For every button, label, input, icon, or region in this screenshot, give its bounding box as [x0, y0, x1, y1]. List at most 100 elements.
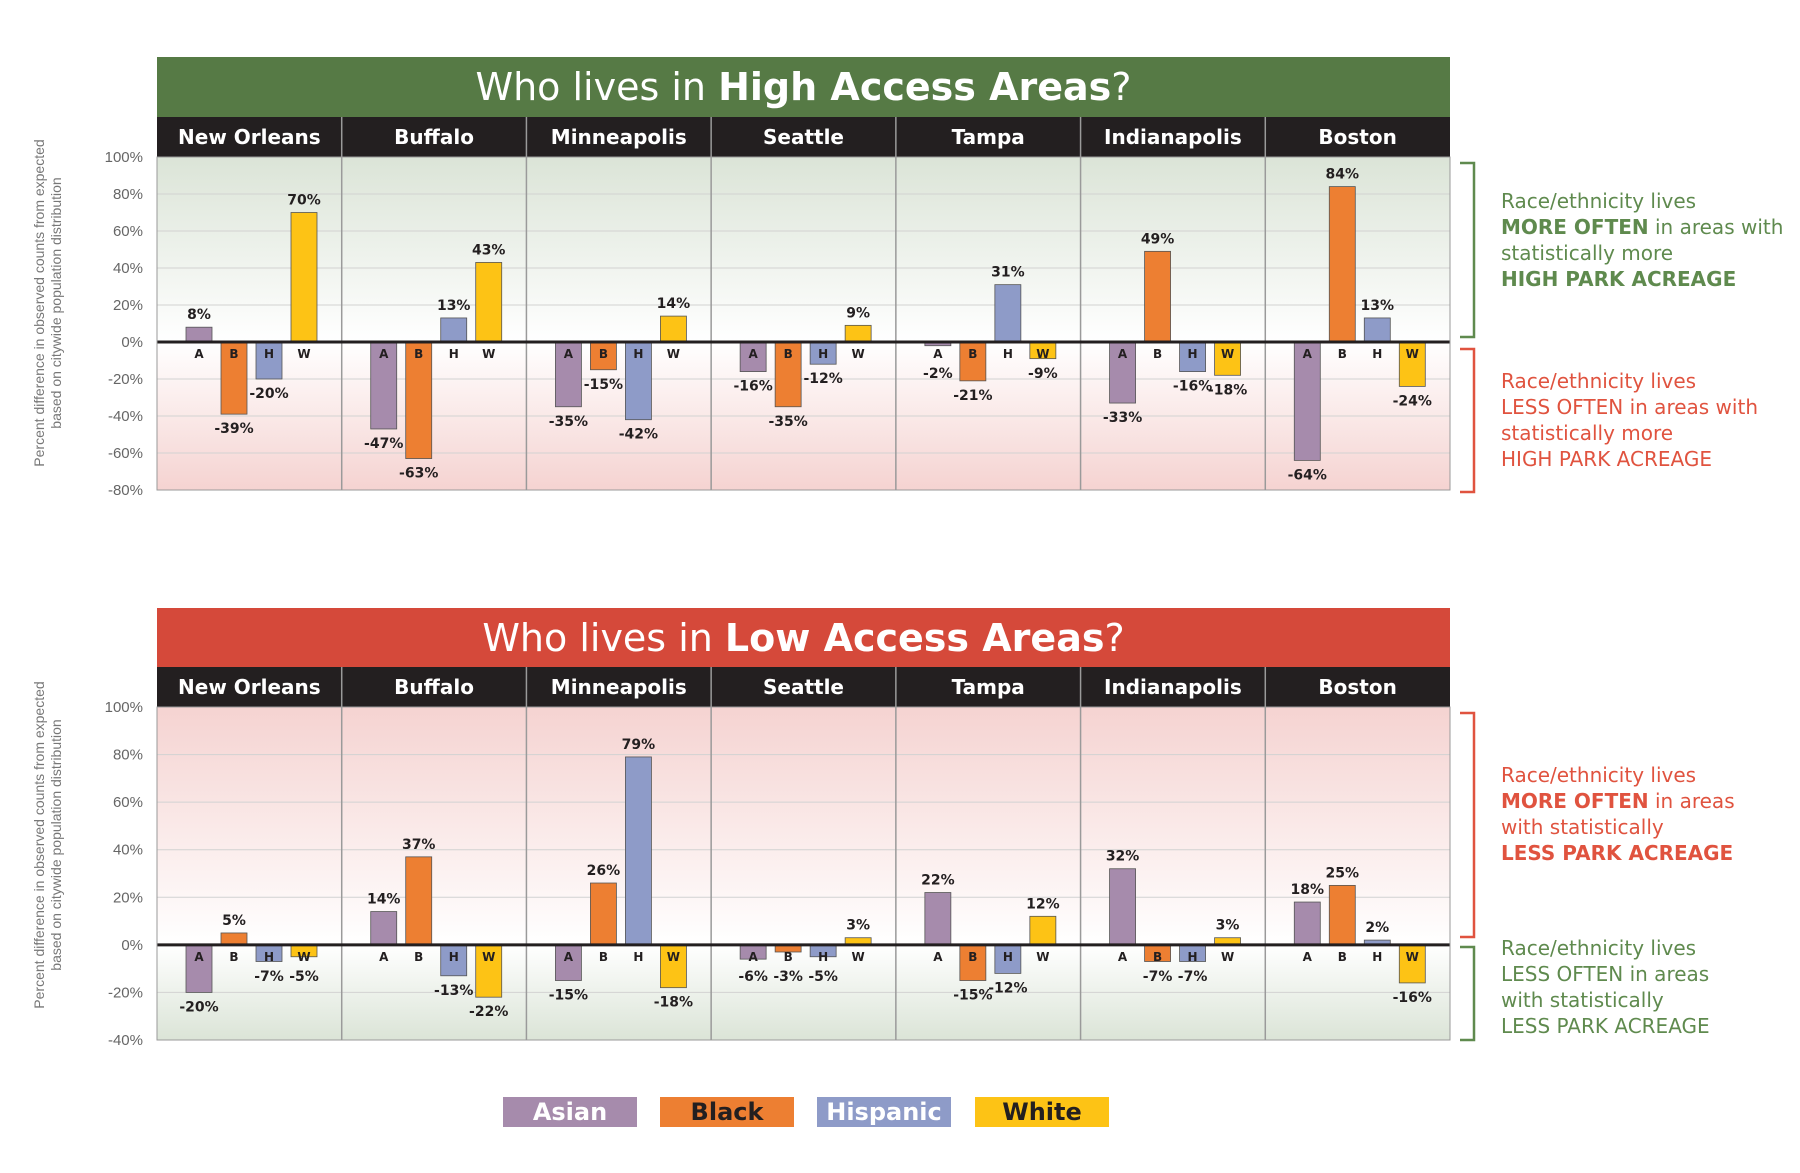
- bar-letter: H: [633, 347, 643, 361]
- bar-letter: W: [667, 950, 680, 964]
- y-tick-label: -40%: [108, 408, 143, 425]
- y-tick-label: 60%: [113, 223, 143, 240]
- chart-title: Who lives in High Access Areas?: [476, 65, 1132, 109]
- bar-letter: A: [1118, 950, 1128, 964]
- bar-black: [1144, 250, 1171, 343]
- annotation-upper-line: Race/ethnicity lives: [1501, 763, 1696, 787]
- data-label: -5%: [289, 969, 319, 985]
- bar-letter: B: [229, 347, 238, 361]
- bar-letter: H: [1003, 347, 1013, 361]
- bar-letter: A: [1303, 950, 1313, 964]
- bar-letter: A: [748, 347, 758, 361]
- y-tick-label: 40%: [113, 842, 143, 859]
- bar-letter: W: [297, 347, 310, 361]
- bar-letter: H: [264, 950, 274, 964]
- bar-white: [660, 944, 687, 989]
- bar-black: [774, 341, 802, 408]
- y-tick-label: -20%: [108, 984, 143, 1001]
- y-tick-label: 100%: [105, 699, 143, 716]
- bar-white: [290, 212, 318, 343]
- bar-letter: A: [1118, 347, 1128, 361]
- annotation-upper-line: LESS PARK ACREAGE: [1501, 841, 1733, 865]
- data-label: -7%: [254, 969, 284, 985]
- y-tick-label: 80%: [113, 186, 143, 203]
- bar-hispanic: [1179, 341, 1206, 373]
- plot-frame: [156, 156, 1451, 491]
- y-tick-label: 80%: [113, 747, 143, 764]
- data-label: -7%: [1178, 969, 1208, 985]
- bar-letter: A: [194, 950, 204, 964]
- bar-letter: W: [1036, 347, 1049, 361]
- bar-black: [405, 856, 433, 946]
- legend: Asian Black Hispanic White: [0, 1097, 1800, 1131]
- data-label: 25%: [1326, 865, 1360, 881]
- chart-panel-low-access: Who lives in Low Access Areas? 100% 80% 60%…: [31, 608, 1735, 1049]
- data-label: 2%: [1365, 920, 1389, 936]
- bar-asian: [185, 944, 213, 993]
- data-label: 13%: [437, 298, 471, 314]
- annotation-upper-line: MORE OFTEN in areas: [1501, 789, 1735, 813]
- data-label: 14%: [657, 296, 691, 312]
- bar-black: [590, 882, 617, 946]
- annotation-upper-line: Race/ethnicity lives: [1501, 189, 1696, 213]
- bar-letter: B: [1338, 950, 1347, 964]
- annotation-lower-line: LESS OFTEN in areas: [1501, 962, 1709, 986]
- data-label: -39%: [214, 421, 253, 437]
- y-tick-label: 0%: [121, 937, 143, 954]
- legend-item-hispanic: Hispanic: [817, 1097, 951, 1127]
- annotation-lower-line: LESS PARK ACREAGE: [1501, 1014, 1710, 1038]
- bracket-lower: [1460, 347, 1476, 494]
- bar-letter: B: [784, 347, 793, 361]
- bar-asian: [370, 911, 398, 946]
- bar-hispanic: [625, 756, 652, 946]
- bracket-upper: [1460, 161, 1476, 339]
- bracket-upper: [1460, 711, 1476, 939]
- data-label: 14%: [367, 892, 401, 908]
- city-name: Boston: [1318, 675, 1396, 699]
- bar-letter: W: [1036, 950, 1049, 964]
- bar-letter: W: [482, 950, 495, 964]
- bar-letter: H: [1372, 950, 1382, 964]
- data-label: 37%: [402, 837, 436, 853]
- annotation-upper-line: HIGH PARK ACREAGE: [1501, 267, 1736, 291]
- data-label: -35%: [549, 414, 588, 430]
- bar-letter: H: [449, 950, 459, 964]
- bar-letter: B: [1153, 347, 1162, 361]
- y-tick-label: -20%: [108, 371, 143, 388]
- city-name: Buffalo: [394, 675, 474, 699]
- annotation-lower-line: LESS OFTEN in areas with: [1501, 395, 1758, 419]
- annotation-lower-line: with statistically: [1501, 988, 1664, 1012]
- bar-letter: H: [449, 347, 459, 361]
- annotation-lower-line: statistically more: [1501, 421, 1673, 445]
- data-label: -16%: [733, 379, 772, 395]
- data-label: 13%: [1361, 298, 1395, 314]
- bar-white: [1029, 915, 1057, 946]
- bar-black: [220, 932, 248, 946]
- city-name: Buffalo: [394, 125, 474, 149]
- bar-asian: [370, 341, 398, 430]
- bar-letter: B: [1153, 950, 1162, 964]
- bar-asian: [1109, 341, 1136, 404]
- data-label: 32%: [1106, 849, 1140, 865]
- data-label: -20%: [249, 386, 288, 402]
- data-label: -9%: [1028, 366, 1058, 382]
- data-label: -18%: [1208, 382, 1247, 398]
- bar-asian: [1109, 868, 1136, 946]
- bar-letter: B: [1338, 347, 1347, 361]
- y-axis-title: Percent difference in observed counts fr…: [31, 139, 64, 466]
- data-label: 31%: [991, 265, 1025, 281]
- data-label: 12%: [1026, 896, 1060, 912]
- chart-panel-high-access: Who lives in High Access Areas? 100% 80% 60…: [31, 57, 1783, 499]
- bar-letter: A: [748, 950, 758, 964]
- y-tick-label: -80%: [108, 482, 143, 499]
- data-label: 43%: [472, 242, 506, 258]
- y-tick-label: 60%: [113, 794, 143, 811]
- bar-black: [405, 341, 433, 459]
- bar-letter: W: [1406, 347, 1419, 361]
- data-label: 18%: [1291, 882, 1325, 898]
- annotation-lower-line: Race/ethnicity lives: [1501, 936, 1696, 960]
- bar-black: [1328, 186, 1356, 343]
- chart-title-bar: [157, 608, 1450, 667]
- data-label: -7%: [1143, 969, 1173, 985]
